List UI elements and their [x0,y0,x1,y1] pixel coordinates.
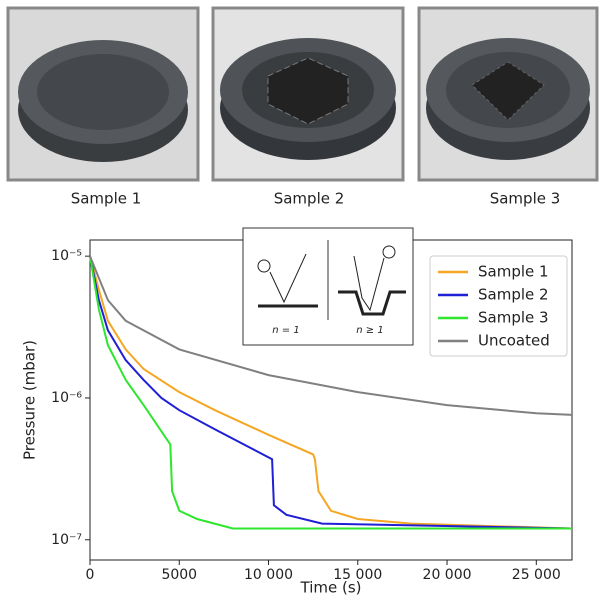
photo-caption: Sample 1 [71,190,142,208]
legend-label: Uncoated [478,332,550,350]
x-tick-label: 20 000 [423,567,472,583]
y-tick-label: 10⁻⁶ [51,390,82,406]
y-tick-label: 10⁻⁷ [51,532,82,548]
photo-caption: Sample 3 [490,190,561,208]
series-line [89,256,572,530]
x-tick-label: 15 000 [333,567,382,583]
legend-box [429,255,568,357]
x-axis-label: Time (s) [300,579,362,597]
photo-1 [6,6,200,182]
legend-label: Sample 3 [478,309,549,327]
series-line [89,256,573,530]
x-tick-label: 10 000 [244,567,293,583]
series-line [89,255,573,416]
y-tick-label: 10⁻⁵ [51,248,82,264]
inset-label: n = 1 [272,325,299,336]
inset: n = 1 n ≥ 1 [242,227,414,346]
inset-label: n ≥ 1 [356,325,383,336]
x-tick-label: 0 [86,567,95,583]
series-line [89,255,573,530]
x-tick-label: 5000 [161,567,197,583]
photo-caption: Sample 2 [274,190,345,208]
legend-label: Sample 2 [478,286,549,304]
photo-2 [211,6,405,182]
legend-label: Sample 1 [478,263,549,281]
photo-3 [417,6,599,182]
y-axis-label: Pressure (mbar) [21,340,39,460]
x-tick-label: 25 000 [512,567,561,583]
